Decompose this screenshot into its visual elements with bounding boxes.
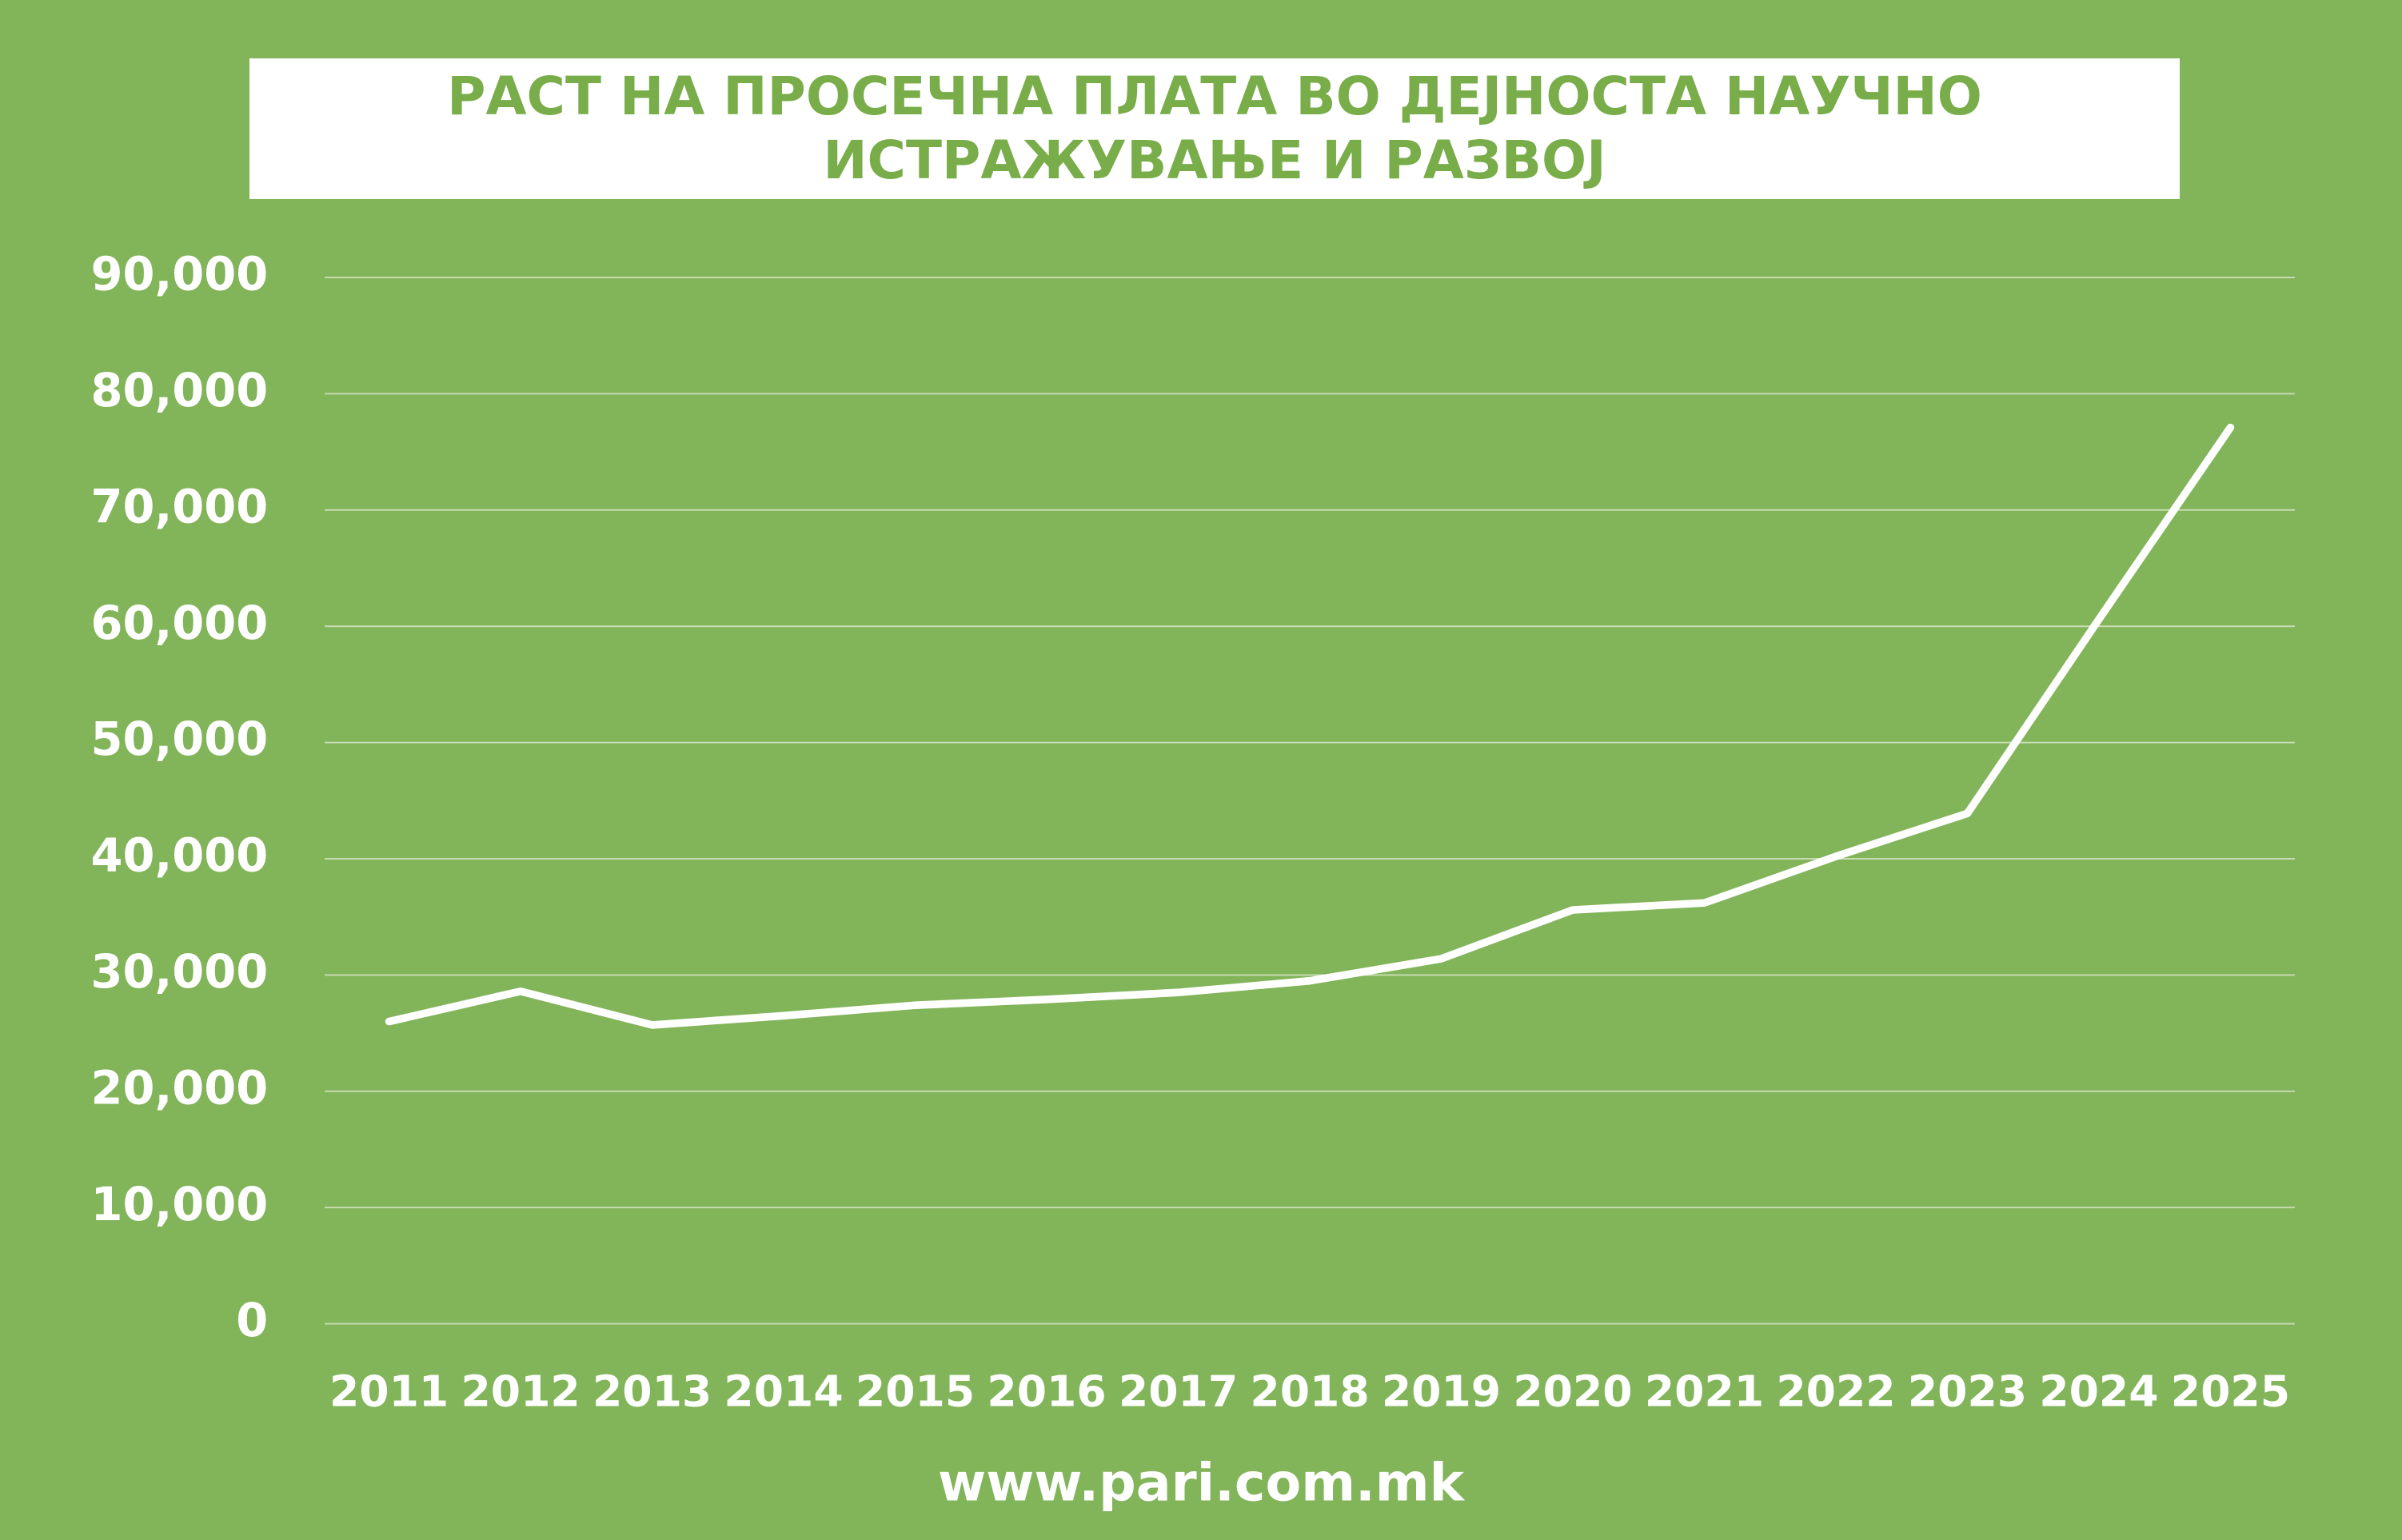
y-tick-label: 70,000 — [91, 480, 269, 533]
y-tick-label: 20,000 — [91, 1061, 269, 1115]
x-tick-label: 2012 — [461, 1366, 580, 1416]
x-tick-label: 2015 — [856, 1366, 975, 1416]
y-tick-label: 0 — [236, 1294, 268, 1347]
y-tick-label: 30,000 — [91, 945, 269, 999]
y-tick-label: 50,000 — [91, 712, 269, 766]
y-tick-label: 80,000 — [91, 364, 269, 417]
footer: www.pari.com.mk — [938, 1454, 1466, 1514]
x-tick-label: 2025 — [2171, 1366, 2290, 1416]
x-tick-label: 2019 — [1382, 1366, 1501, 1416]
x-tick-label: 2020 — [1513, 1366, 1632, 1416]
x-tick-label: 2016 — [987, 1366, 1106, 1416]
x-tick-label: 2021 — [1645, 1366, 1764, 1416]
x-tick-label: 2017 — [1119, 1366, 1238, 1416]
x-tick-label: 2022 — [1776, 1366, 1895, 1416]
y-tick-label: 90,000 — [91, 248, 269, 301]
y-tick-label: 40,000 — [91, 829, 269, 883]
x-tick-label: 2014 — [724, 1366, 843, 1416]
x-tick-label: 2018 — [1250, 1366, 1369, 1416]
y-tick-label: 10,000 — [91, 1178, 269, 1231]
x-tick-label: 2011 — [329, 1366, 449, 1416]
title-box: РАСТ НА ПРОСЕЧНА ПЛАТА ВО ДЕЈНОСТА НАУЧН… — [249, 58, 2180, 199]
y-tick-label: 60,000 — [91, 596, 269, 650]
chart-title: РАСТ НА ПРОСЕЧНА ПЛАТА ВО ДЕЈНОСТА НАУЧН… — [447, 66, 1982, 191]
x-tick-label: 2013 — [593, 1366, 712, 1416]
data-line — [385, 423, 2235, 1029]
x-tick-label: 2023 — [1908, 1366, 2027, 1416]
x-tick-label: 2024 — [2039, 1366, 2158, 1416]
